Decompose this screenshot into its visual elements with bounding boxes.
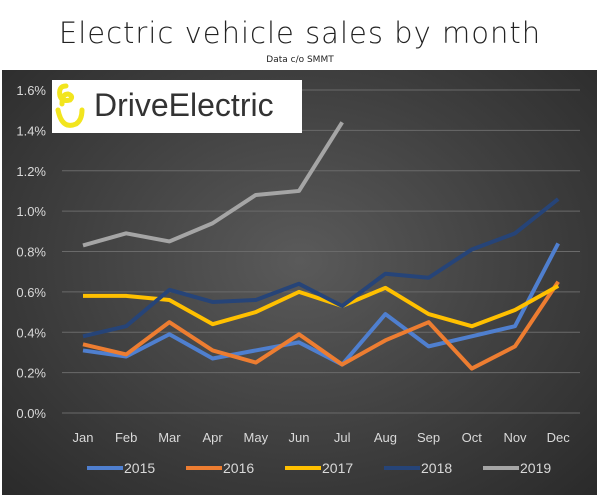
y-tick-label: 0.0%: [16, 406, 46, 421]
legend-label-2019: 2019: [520, 460, 551, 476]
legend-label-2015: 2015: [124, 460, 155, 476]
x-tick-label: Jun: [289, 430, 310, 445]
x-tick-label: Nov: [503, 430, 527, 445]
series-line-2016: [82, 280, 560, 371]
logo-e-icon: [55, 83, 85, 128]
legend-label-2016: 2016: [223, 460, 254, 476]
series-line-2019: [82, 121, 344, 248]
x-tick-label: Mar: [158, 430, 181, 445]
legend-label-2017: 2017: [322, 460, 353, 476]
chart-panel: 0.0% 0.2% 0.4% 0.6% 0.8% 1.0% 1.2% 1.4% 1.6% Jan F…: [2, 70, 597, 495]
x-tick-label: Jan: [73, 430, 94, 445]
y-tick-label: 1.4%: [16, 123, 46, 138]
series-line-2018: [82, 197, 560, 339]
x-tick-label: Apr: [202, 430, 223, 445]
x-tick-label: Aug: [374, 430, 397, 445]
x-tick-label: Jul: [334, 430, 351, 445]
x-tick-label: Dec: [547, 430, 571, 445]
x-tick-label: May: [244, 430, 269, 445]
logo-text: DriveElectric: [94, 87, 274, 123]
y-tick-label: 0.8%: [16, 245, 46, 260]
y-tick-label: 1.6%: [16, 83, 46, 98]
drive-electric-logo: DriveElectric: [52, 80, 302, 133]
y-tick-label: 1.2%: [16, 164, 46, 179]
x-tick-label: Oct: [462, 430, 483, 445]
chart-subtitle: Data c/o SMMT: [266, 55, 334, 65]
x-tick-label: Sep: [417, 430, 440, 445]
y-tick-label: 0.4%: [16, 325, 46, 340]
legend-label-2018: 2018: [421, 460, 452, 476]
x-tick-label: Feb: [115, 430, 137, 445]
series-line-2015: [82, 242, 560, 367]
y-tick-label: 1.0%: [16, 204, 46, 219]
series-line-2017: [83, 284, 560, 329]
chart-title: Electric vehicle sales by month: [58, 16, 542, 50]
line-chart: 0.0% 0.2% 0.4% 0.6% 0.8% 1.0% 1.2% 1.4% 1.6% Jan F…: [16, 83, 580, 476]
y-tick-label: 0.2%: [16, 366, 46, 381]
y-tick-label: 0.6%: [16, 285, 46, 300]
